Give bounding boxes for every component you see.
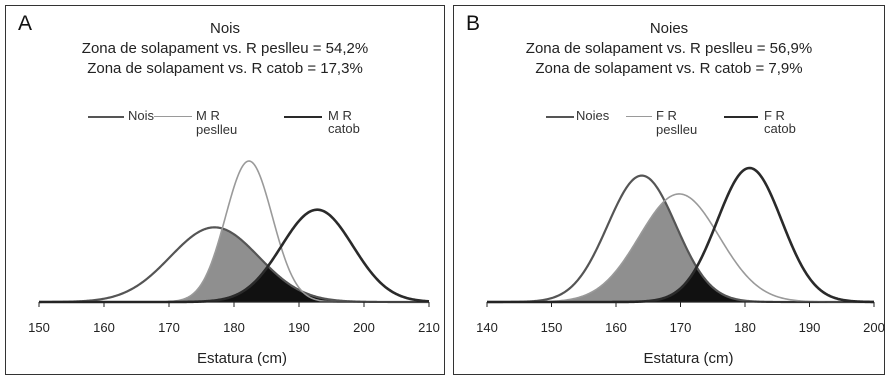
x-tick-label: 180 <box>223 320 245 335</box>
legend-label-line: peslleu <box>196 122 238 137</box>
legend-label: F R catob <box>764 108 796 136</box>
legend-label: Nois <box>128 108 155 123</box>
x-tick-label: 140 <box>476 320 498 335</box>
legend-swatch <box>626 116 652 117</box>
overlap-line-2: Zona de solapament vs. R catob = 17,3% <box>87 60 363 77</box>
overlap-area-2 <box>487 267 874 302</box>
x-tick-label: 160 <box>605 320 627 335</box>
x-tick-label: 150 <box>28 320 50 335</box>
legend-label: F R peslleu <box>656 109 716 136</box>
plot-area: 150 160 170 180 190 200 210 Estatura (cm) <box>28 160 440 367</box>
overlap-line-1: Zona de solapament vs. R peslleu = 54,2% <box>81 40 369 57</box>
legend: Noies F R peslleu F R catob <box>454 109 884 143</box>
legend-swatch <box>154 116 192 117</box>
legend-swatch <box>546 116 574 118</box>
overlap-area-1 <box>39 228 429 302</box>
overlap-line-1: Zona de solapament vs. R peslleu = 56,9% <box>525 40 813 57</box>
x-tick-label: 200 <box>353 320 375 335</box>
x-tick-label: 190 <box>799 320 821 335</box>
x-tick-label: 180 <box>734 320 756 335</box>
x-tick-label: 150 <box>541 320 563 335</box>
legend-label-line: F R <box>656 108 677 123</box>
legend-label-line: M R <box>196 108 220 123</box>
legend: Nois M R peslleu M R catob <box>6 109 444 143</box>
legend-swatch <box>284 116 322 118</box>
x-axis-label: Estatura (cm) <box>643 350 733 367</box>
x-tick-label: 160 <box>93 320 115 335</box>
x-axis-label: Estatura (cm) <box>197 350 287 367</box>
x-tick-label: 210 <box>418 320 440 335</box>
legend-label-line: peslleu <box>656 122 698 137</box>
chart-panel-a: A Nois Zona de solapament vs. R peslleu … <box>5 5 445 375</box>
legend-label: M R peslleu <box>196 109 256 136</box>
legend-label: Noies <box>576 108 610 123</box>
legend-label: M R catob <box>328 108 360 136</box>
panel-label: B <box>466 12 481 35</box>
x-tick-label: 190 <box>288 320 310 335</box>
x-tick-label: 170 <box>158 320 180 335</box>
overlap-line-2: Zona de solapament vs. R catob = 7,9% <box>535 60 803 77</box>
chart-title: Nois <box>209 20 240 37</box>
legend-swatch <box>724 116 758 118</box>
overlap-area-1 <box>487 201 874 302</box>
chart-panel-b: B Noies Zona de solapament vs. R peslleu… <box>453 5 885 375</box>
plot-area: 140 150 160 170 180 190 200 Estatura (cm) <box>476 166 885 367</box>
chart-title: Noies <box>649 20 689 37</box>
panel-label: A <box>18 12 33 35</box>
legend-swatch <box>88 116 124 118</box>
x-tick-label: 170 <box>670 320 692 335</box>
x-tick-label: 200 <box>863 320 885 335</box>
